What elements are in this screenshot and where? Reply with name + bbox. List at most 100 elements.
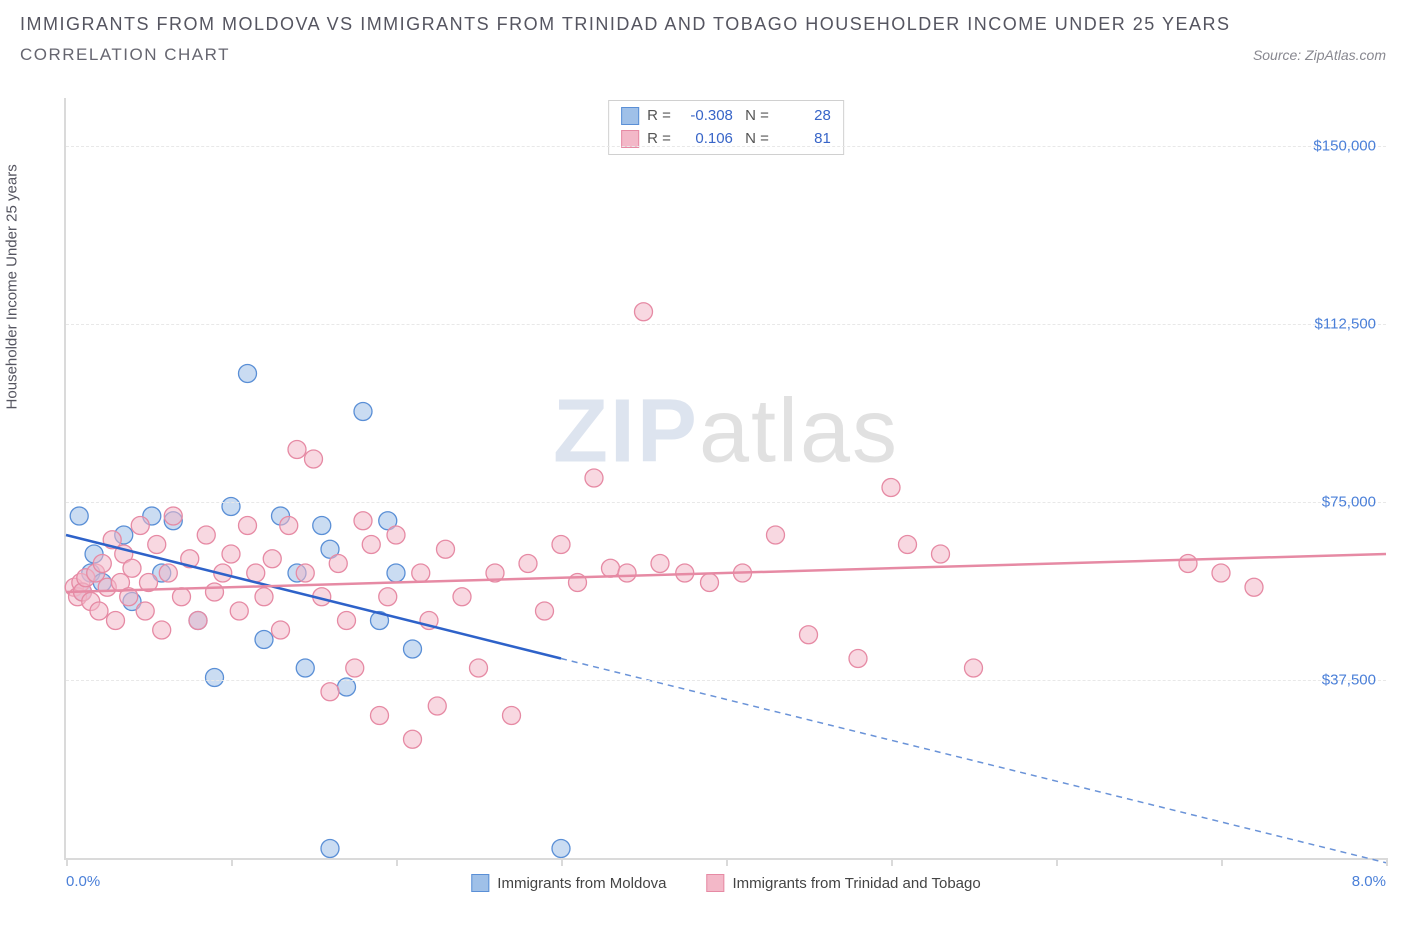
series-legend-label: Immigrants from Moldova xyxy=(497,875,666,892)
data-point xyxy=(247,564,265,582)
gridline xyxy=(66,502,1386,503)
x-tick-mark xyxy=(561,858,563,866)
data-point xyxy=(387,564,405,582)
data-point xyxy=(404,640,422,658)
data-point xyxy=(379,588,397,606)
data-point xyxy=(849,650,867,668)
data-point xyxy=(272,621,290,639)
data-point xyxy=(800,626,818,644)
data-point xyxy=(255,631,273,649)
data-point xyxy=(70,507,88,525)
y-tick-label: $112,500 xyxy=(1315,315,1376,332)
data-point xyxy=(519,555,537,573)
legend-swatch xyxy=(621,107,639,125)
legend-r-value: -0.308 xyxy=(679,105,733,128)
plot-region: ZIPatlas R =-0.308 N =28R =0.106 N =81 I… xyxy=(64,98,1386,860)
data-point xyxy=(313,517,331,535)
x-tick-mark xyxy=(1386,858,1388,866)
data-point xyxy=(387,526,405,544)
chart-header: IMMIGRANTS FROM MOLDOVA VS IMMIGRANTS FR… xyxy=(0,0,1406,65)
data-point xyxy=(503,707,521,725)
data-point xyxy=(239,365,257,383)
x-tick-mark xyxy=(396,858,398,866)
data-point xyxy=(230,602,248,620)
x-tick-mark xyxy=(726,858,728,866)
data-point xyxy=(1179,555,1197,573)
data-point xyxy=(618,564,636,582)
data-point xyxy=(321,683,339,701)
gridline xyxy=(66,146,1386,147)
data-point xyxy=(437,540,455,558)
y-axis-label: Householder Income Under 25 years xyxy=(4,164,21,409)
legend-n-value: 81 xyxy=(777,128,831,151)
data-point xyxy=(428,697,446,715)
gridline xyxy=(66,324,1386,325)
x-tick-mark xyxy=(891,858,893,866)
legend-swatch xyxy=(707,874,725,892)
source-label: Source: ZipAtlas.com xyxy=(1253,47,1386,63)
data-point xyxy=(701,574,719,592)
data-point xyxy=(602,559,620,577)
subtitle-row: CORRELATION CHART Source: ZipAtlas.com xyxy=(20,45,1386,65)
x-tick-mark xyxy=(1221,858,1223,866)
y-tick-label: $75,000 xyxy=(1322,493,1376,510)
data-point xyxy=(222,498,240,516)
data-point xyxy=(412,564,430,582)
data-point xyxy=(552,536,570,554)
data-point xyxy=(107,612,125,630)
y-tick-label: $37,500 xyxy=(1322,671,1376,688)
legend-n-label: N = xyxy=(741,105,769,128)
series-legend-item: Immigrants from Moldova xyxy=(471,874,666,892)
data-point xyxy=(635,303,653,321)
data-point xyxy=(321,840,339,858)
data-point xyxy=(767,526,785,544)
data-point xyxy=(371,707,389,725)
legend-row: R = -0.308 N = 28 xyxy=(621,105,831,128)
data-point xyxy=(159,564,177,582)
data-point xyxy=(552,840,570,858)
data-point xyxy=(296,564,314,582)
data-point xyxy=(280,517,298,535)
data-point xyxy=(404,730,422,748)
correlation-legend: R = -0.308 N = 28R = 0.106 N = 81 xyxy=(608,100,844,155)
series-legend-item: Immigrants from Trinidad and Tobago xyxy=(707,874,981,892)
y-tick-label: $150,000 xyxy=(1313,137,1376,154)
data-point xyxy=(90,602,108,620)
data-point xyxy=(148,536,166,554)
data-point xyxy=(255,588,273,606)
legend-r-value: 0.106 xyxy=(679,128,733,151)
x-tick-mark xyxy=(66,858,68,866)
data-point xyxy=(222,545,240,563)
x-tick-label: 0.0% xyxy=(66,873,100,890)
data-point xyxy=(1212,564,1230,582)
x-tick-label: 8.0% xyxy=(1352,873,1386,890)
legend-swatch xyxy=(471,874,489,892)
data-point xyxy=(153,621,171,639)
data-point xyxy=(197,526,215,544)
series-legend-label: Immigrants from Trinidad and Tobago xyxy=(733,875,981,892)
legend-n-value: 28 xyxy=(777,105,831,128)
data-point xyxy=(288,441,306,459)
data-point xyxy=(329,555,347,573)
data-point xyxy=(470,659,488,677)
data-point xyxy=(899,536,917,554)
data-point xyxy=(123,559,141,577)
data-point xyxy=(651,555,669,573)
data-point xyxy=(173,588,191,606)
data-point xyxy=(206,669,224,687)
data-point xyxy=(338,612,356,630)
data-point xyxy=(354,403,372,421)
trend-line-extrapolated xyxy=(561,659,1386,863)
data-point xyxy=(296,659,314,677)
data-point xyxy=(305,450,323,468)
data-point xyxy=(346,659,364,677)
data-point xyxy=(263,550,281,568)
data-point xyxy=(206,583,224,601)
chart-subtitle: CORRELATION CHART xyxy=(20,45,230,65)
legend-n-label: N = xyxy=(741,128,769,151)
chart-title: IMMIGRANTS FROM MOLDOVA VS IMMIGRANTS FR… xyxy=(20,10,1386,39)
data-point xyxy=(585,469,603,487)
legend-r-label: R = xyxy=(647,105,671,128)
data-point xyxy=(965,659,983,677)
data-point xyxy=(453,588,471,606)
